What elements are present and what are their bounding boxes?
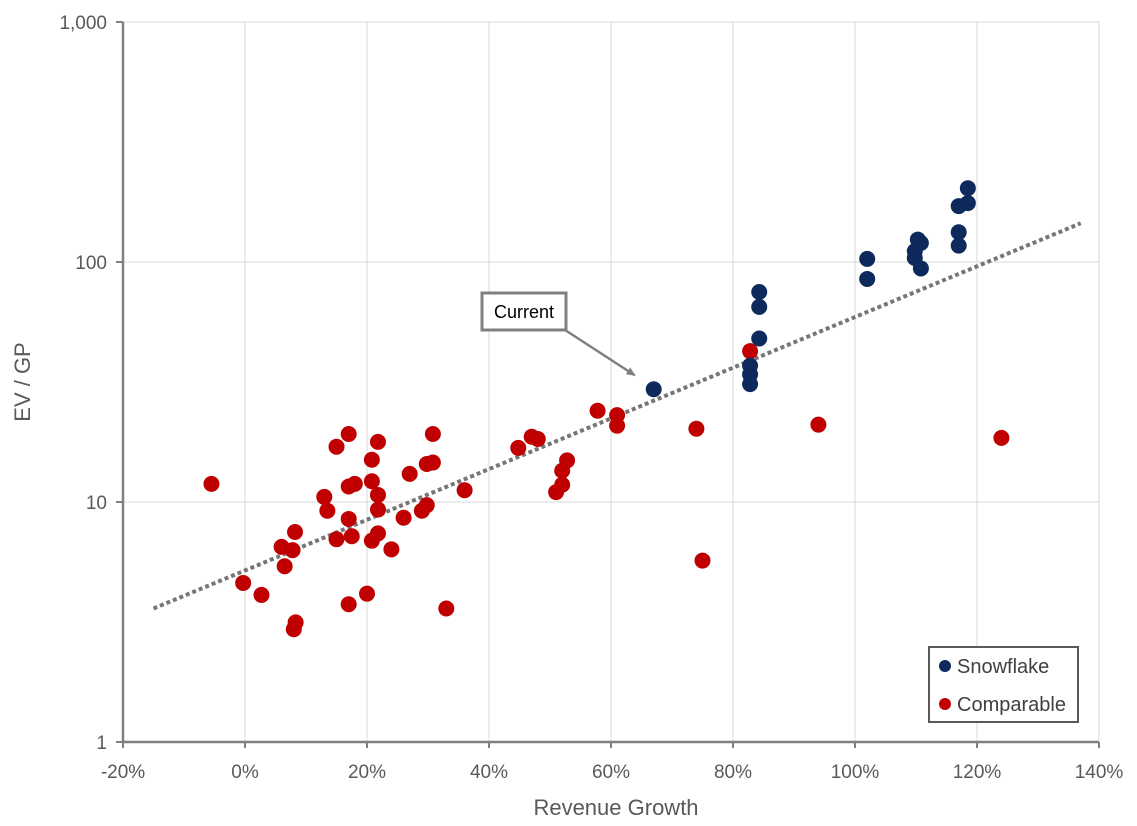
comparable-point — [287, 523, 304, 540]
gridlines — [123, 21, 1100, 742]
snowflake-point — [859, 250, 876, 267]
x-tick-label: 80% — [714, 762, 752, 783]
comparable-point — [328, 531, 345, 548]
x-tick-label: 60% — [592, 762, 630, 783]
snowflake-point — [645, 381, 662, 398]
comparable-point — [369, 501, 386, 518]
snowflake-point — [751, 330, 768, 347]
comparable-point — [253, 586, 270, 603]
legend-box — [928, 646, 1079, 723]
x-tick-label: -20% — [101, 762, 145, 783]
comparable-point — [529, 431, 546, 448]
comparable-point — [369, 525, 386, 542]
comparable-point — [810, 416, 827, 433]
comparable-point — [284, 542, 301, 559]
y-tick-label: 100 — [75, 253, 107, 274]
comparable-point — [319, 502, 336, 519]
comparable-point — [369, 486, 386, 503]
comparable-point — [395, 509, 412, 526]
legend-label-snowflake: Snowflake — [957, 656, 1049, 678]
data-points — [203, 180, 1010, 638]
comparable-point — [554, 476, 571, 493]
comparable-point — [589, 402, 606, 419]
snowflake-point — [959, 195, 976, 212]
annotation-group: Current — [480, 291, 636, 377]
comparable-point — [559, 452, 576, 469]
snowflake-point — [950, 237, 967, 254]
y-tick-label: 1,000 — [59, 13, 107, 34]
comparable-point — [742, 343, 759, 360]
annotation-arrow — [561, 326, 636, 377]
x-tick-label: 0% — [231, 762, 259, 783]
comparable-point — [276, 558, 293, 575]
comparable-point — [510, 439, 527, 456]
snowflake-point — [751, 298, 768, 315]
snowflake-point — [959, 180, 976, 197]
x-tick-label: 100% — [831, 762, 880, 783]
comparable-point — [363, 451, 380, 468]
annotation-label: Current — [494, 302, 554, 322]
comparable-point — [424, 454, 441, 471]
comparable-point — [346, 475, 363, 492]
snowflake-point — [859, 270, 876, 287]
snowflake-point — [912, 234, 929, 251]
axes — [116, 21, 1100, 748]
tick-labels: -20% 0% 20% 40% 60% 80% 100% 120% 140% 1 10 100 1,00… — [59, 13, 1123, 783]
snowflake-point — [742, 357, 759, 374]
snowflake-point — [751, 283, 768, 300]
comparable-point — [369, 433, 386, 450]
legend-label-comparable: Comparable — [957, 694, 1066, 716]
legend: Snowflake Comparable — [928, 646, 1079, 723]
y-axis-title: EV / GP — [10, 342, 35, 421]
y-tick-label: 1 — [96, 733, 107, 754]
comparable-point — [438, 600, 455, 617]
snowflake-point — [950, 224, 967, 241]
comparable-point — [203, 475, 220, 492]
annotation-box — [480, 291, 568, 332]
comparable-point — [424, 426, 441, 443]
comparable-point — [363, 473, 380, 490]
comparable-point — [340, 426, 357, 443]
legend-marker-comparable — [939, 698, 951, 710]
legend-marker-snowflake — [939, 660, 951, 672]
comparable-point — [688, 420, 705, 437]
comparable-point — [993, 429, 1010, 446]
trendline-group — [152, 221, 1082, 611]
x-tick-label: 140% — [1075, 762, 1124, 783]
comparable-point — [359, 585, 375, 602]
comparable-point — [694, 552, 711, 569]
x-tick-label: 20% — [348, 762, 386, 783]
x-tick-label: 120% — [953, 762, 1002, 783]
comparable-point — [340, 510, 357, 527]
comparable-point — [316, 488, 333, 505]
comparable-point — [456, 482, 473, 499]
comparable-point — [328, 438, 345, 455]
comparable-point — [235, 574, 252, 591]
x-tick-label: 40% — [470, 762, 508, 783]
comparable-point — [340, 596, 357, 613]
y-tick-label: 10 — [86, 493, 107, 514]
comparable-point — [609, 417, 626, 434]
x-axis-title: Revenue Growth — [533, 795, 698, 820]
trendline — [152, 221, 1082, 611]
comparable-point — [383, 541, 400, 558]
comparable-point — [418, 497, 435, 514]
comparable-point — [343, 528, 360, 545]
snowflake-point — [912, 260, 929, 277]
comparable-point — [401, 465, 418, 482]
comparable-point — [287, 614, 304, 631]
